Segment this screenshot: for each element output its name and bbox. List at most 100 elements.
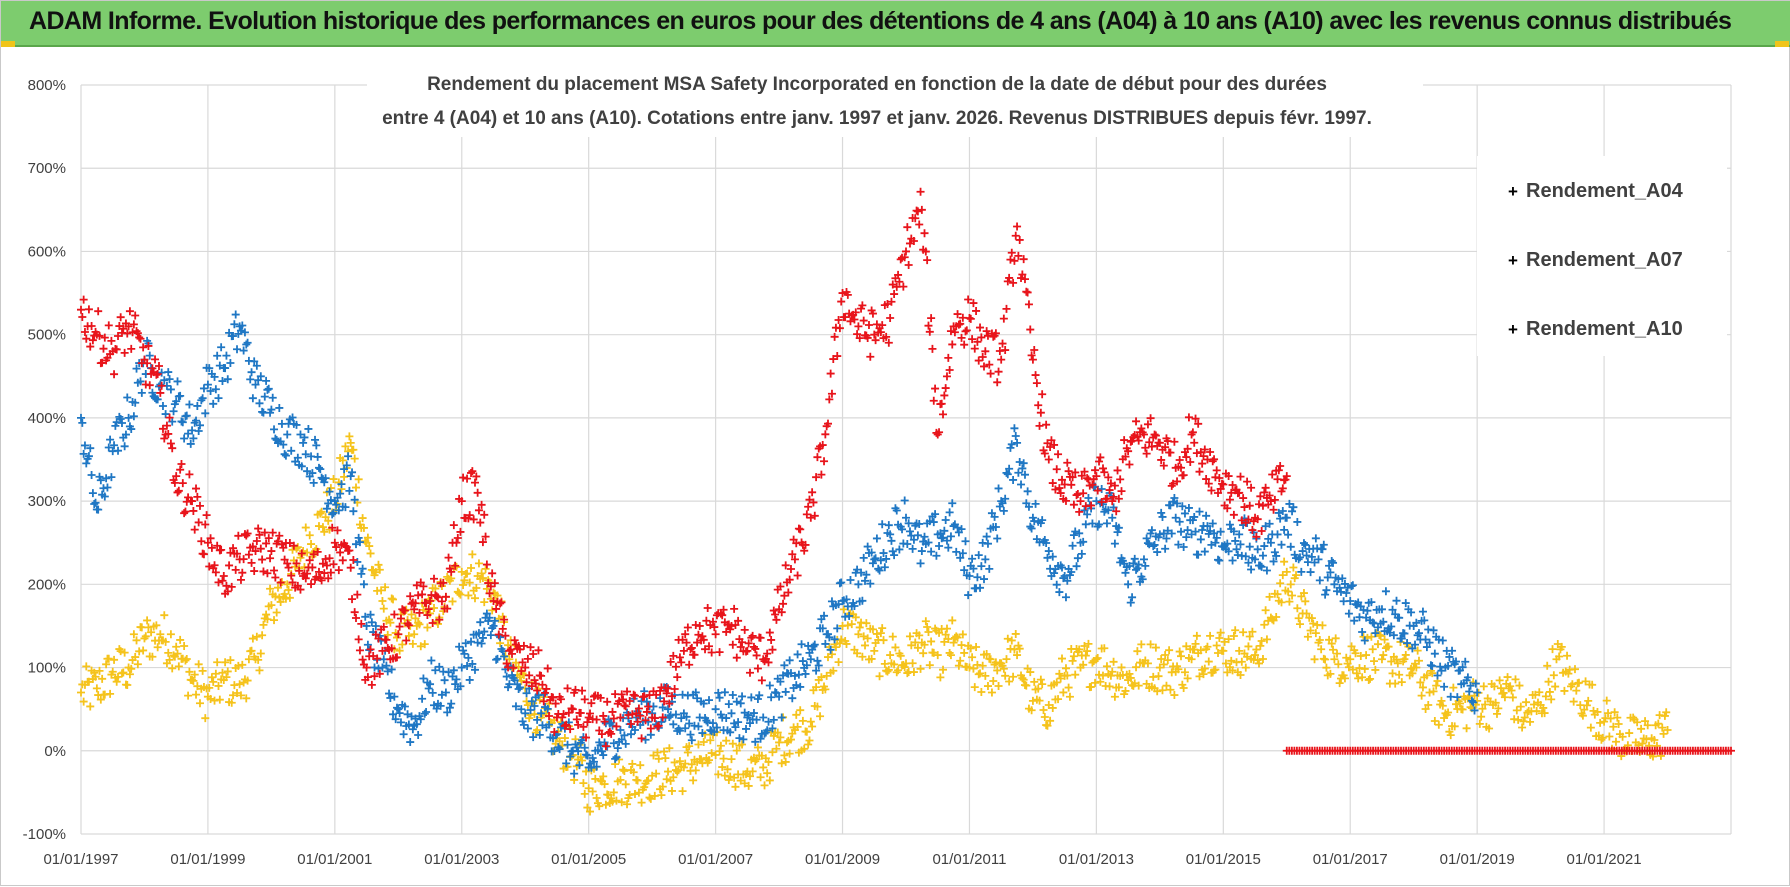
point-rendement-a07 xyxy=(1149,542,1158,551)
point-rendement-a07 xyxy=(1269,557,1278,566)
point-rendement-a04 xyxy=(1508,693,1517,702)
point-rendement-a07 xyxy=(337,480,346,489)
point-rendement-a04 xyxy=(1412,663,1421,672)
point-rendement-a04 xyxy=(1360,664,1369,673)
point-rendement-a04 xyxy=(1039,706,1048,715)
point-rendement-a07 xyxy=(726,728,735,737)
point-rendement-a07 xyxy=(1348,581,1357,590)
y-axis-ticks: 800%700%600%500%400%300%200%100%0%-100% xyxy=(23,77,66,843)
point-rendement-a10 xyxy=(1020,275,1029,284)
point-rendement-a07 xyxy=(948,499,957,508)
point-rendement-a04 xyxy=(886,651,895,660)
point-rendement-a10 xyxy=(1150,430,1159,439)
point-rendement-a10 xyxy=(625,697,634,706)
point-rendement-a10 xyxy=(469,515,478,524)
point-rendement-a10 xyxy=(482,560,491,569)
point-rendement-a10 xyxy=(1145,438,1154,447)
point-rendement-a07 xyxy=(349,507,358,516)
point-rendement-a10 xyxy=(489,596,498,605)
point-rendement-a04 xyxy=(939,665,948,674)
legend-item-a07: + Rendement_A07 xyxy=(1508,249,1683,271)
point-rendement-a04 xyxy=(114,672,123,681)
point-rendement-a07 xyxy=(994,484,1003,493)
point-rendement-a04 xyxy=(161,637,170,646)
point-rendement-a07 xyxy=(493,654,502,663)
point-rendement-a04 xyxy=(293,543,302,552)
point-rendement-a04 xyxy=(1352,669,1361,678)
point-rendement-a04 xyxy=(404,631,413,640)
point-rendement-a04 xyxy=(1340,674,1349,683)
point-rendement-a04 xyxy=(1244,642,1253,651)
point-rendement-a10 xyxy=(940,391,949,400)
point-rendement-a07 xyxy=(297,462,306,471)
point-rendement-a10 xyxy=(878,321,887,330)
point-rendement-a04 xyxy=(281,594,290,603)
point-rendement-a10 xyxy=(476,518,485,527)
point-rendement-a10 xyxy=(313,547,322,556)
point-rendement-a10 xyxy=(314,567,323,576)
point-rendement-a07 xyxy=(1360,636,1369,645)
point-rendement-a07 xyxy=(1387,622,1396,631)
point-rendement-a10 xyxy=(890,290,899,299)
point-rendement-a07 xyxy=(451,680,460,689)
point-rendement-a04 xyxy=(806,717,815,726)
point-rendement-a07 xyxy=(222,351,231,360)
point-rendement-a04 xyxy=(270,616,279,625)
point-rendement-a07 xyxy=(221,364,230,373)
point-rendement-a10 xyxy=(629,690,638,699)
point-rendement-a04 xyxy=(1569,697,1578,706)
point-rendement-a07 xyxy=(890,551,899,560)
point-rendement-a10 xyxy=(1137,424,1146,433)
point-rendement-a04 xyxy=(98,674,107,683)
point-rendement-a07 xyxy=(535,730,544,739)
point-rendement-a07 xyxy=(1067,567,1076,576)
point-rendement-a04 xyxy=(764,757,773,766)
point-rendement-a07 xyxy=(952,547,961,556)
point-rendement-a04 xyxy=(775,738,784,747)
point-rendement-a10 xyxy=(478,538,487,547)
point-rendement-a04 xyxy=(1322,663,1331,672)
point-rendement-a07 xyxy=(563,740,572,749)
point-rendement-a04 xyxy=(1143,659,1152,668)
point-rendement-a07 xyxy=(1338,574,1347,583)
point-rendement-a10 xyxy=(752,651,761,660)
point-rendement-a10 xyxy=(129,320,138,329)
point-rendement-a04 xyxy=(913,643,922,652)
point-rendement-a04 xyxy=(678,787,687,796)
point-rendement-a10 xyxy=(1139,430,1148,439)
point-rendement-a04 xyxy=(266,584,275,593)
point-rendement-a10 xyxy=(623,687,632,696)
point-rendement-a07 xyxy=(600,738,609,747)
point-rendement-a10 xyxy=(779,599,788,608)
point-rendement-a07 xyxy=(630,725,639,734)
point-rendement-a10 xyxy=(1100,468,1109,477)
point-rendement-a04 xyxy=(1557,642,1566,651)
point-rendement-a07 xyxy=(100,492,109,501)
point-rendement-a04 xyxy=(366,549,375,558)
point-rendement-a04 xyxy=(285,593,294,602)
point-rendement-a10 xyxy=(1273,475,1282,484)
point-rendement-a04 xyxy=(711,750,720,759)
point-rendement-a07 xyxy=(870,555,879,564)
point-rendement-a07 xyxy=(1210,529,1219,538)
point-rendement-a07 xyxy=(1301,540,1310,549)
point-rendement-a10 xyxy=(644,702,653,711)
point-rendement-a07 xyxy=(91,498,100,507)
point-rendement-a10 xyxy=(1093,486,1102,495)
point-rendement-a04 xyxy=(986,655,995,664)
point-rendement-a04 xyxy=(1026,668,1035,677)
point-rendement-a04 xyxy=(1331,634,1340,643)
point-rendement-a04 xyxy=(1251,651,1260,660)
point-rendement-a07 xyxy=(1124,580,1133,589)
point-rendement-a10 xyxy=(630,691,639,700)
point-rendement-a04 xyxy=(600,780,609,789)
point-rendement-a10 xyxy=(307,580,316,589)
point-rendement-a04 xyxy=(1284,587,1293,596)
point-rendement-a04 xyxy=(185,667,194,676)
point-rendement-a07 xyxy=(814,661,823,670)
point-rendement-a07 xyxy=(722,714,731,723)
point-rendement-a04 xyxy=(933,651,942,660)
point-rendement-a07 xyxy=(915,519,924,528)
point-rendement-a10 xyxy=(980,362,989,371)
point-rendement-a04 xyxy=(221,658,230,667)
